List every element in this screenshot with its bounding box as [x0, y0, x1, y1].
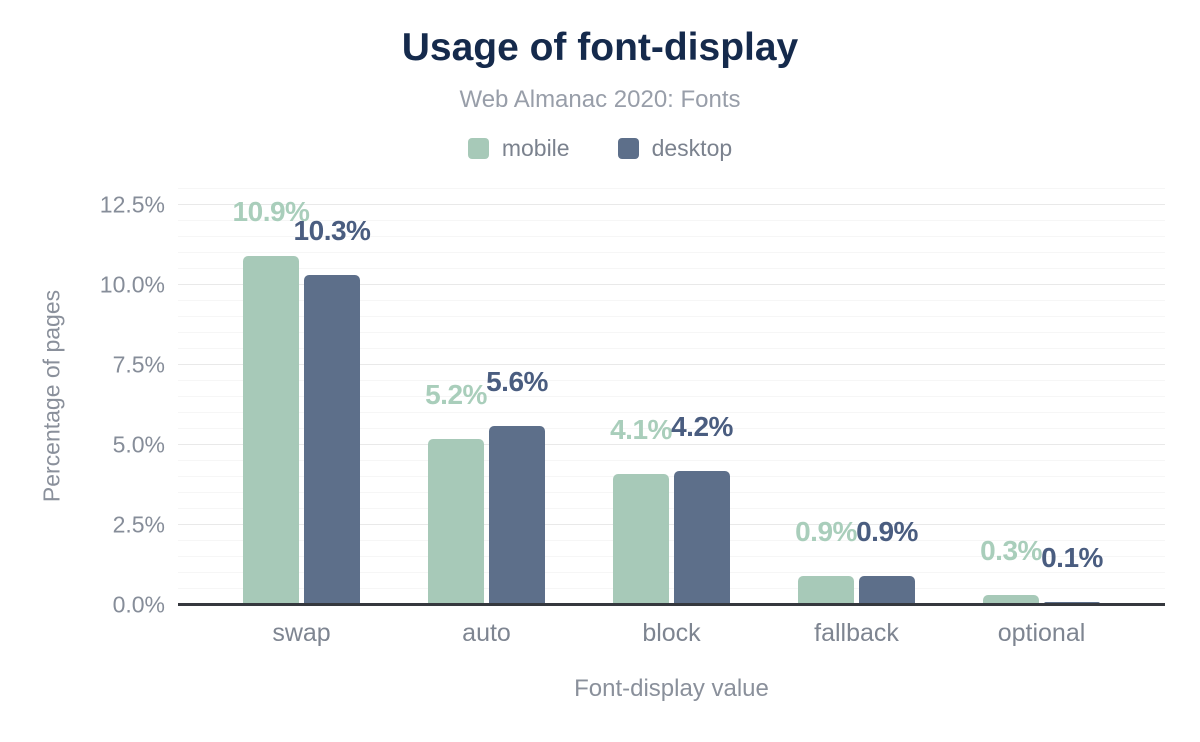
gridline-minor: [178, 300, 1165, 301]
bar-mobile-optional[interactable]: [983, 595, 1039, 605]
data-label-mobile-swap: 10.9%: [232, 196, 310, 228]
legend-swatch-mobile: [467, 138, 489, 159]
y-tick-label: 5.0%: [112, 431, 165, 458]
gridline-major: [178, 284, 1165, 285]
gridline-minor: [178, 268, 1165, 269]
plot-area: 0.0% 2.5% 5.0% 7.5% 10.0% 12.5% 10.9% 10.3% swap…: [100, 185, 1165, 647]
legend-swatch-desktop: [617, 138, 639, 159]
legend-item-mobile[interactable]: mobile: [467, 135, 570, 162]
gridline-minor: [178, 540, 1165, 541]
legend-label: desktop: [651, 135, 733, 161]
gridline-minor: [178, 220, 1165, 221]
bar-mobile-block[interactable]: [613, 473, 669, 605]
gridline-minor: [178, 316, 1165, 317]
gridline-minor: [178, 476, 1165, 477]
gridline-major: [178, 524, 1165, 525]
y-tick-label: 12.5%: [99, 191, 165, 218]
data-label-mobile-fallback: 0.9%: [795, 516, 857, 548]
gridline-minor: [178, 412, 1165, 413]
gridline-minor: [178, 380, 1165, 381]
gridline-major: [178, 444, 1165, 445]
data-label-desktop-swap: 10.3%: [293, 215, 371, 247]
gridline-minor: [178, 252, 1165, 253]
bar-desktop-swap[interactable]: [304, 275, 360, 605]
category-label-auto: auto: [462, 619, 511, 647]
bar-mobile-swap[interactable]: [243, 256, 299, 605]
data-label-desktop-auto: 5.6%: [486, 365, 548, 397]
gridline-minor: [178, 348, 1165, 349]
y-tick-label: 10.0%: [99, 271, 165, 298]
bar-mobile-fallback[interactable]: [798, 576, 854, 605]
chart-title: Usage of font-display: [401, 26, 799, 69]
gridline-minor: [178, 332, 1165, 333]
x-axis-line: [178, 603, 1165, 606]
gridline-major: [178, 364, 1165, 365]
data-label-desktop-optional: 0.1%: [1041, 541, 1103, 573]
bar-desktop-auto[interactable]: [489, 425, 545, 605]
gridline-minor: [178, 396, 1165, 397]
y-tick-label: 0.0%: [112, 591, 165, 618]
gridline-major: [178, 204, 1165, 205]
legend: mobile desktop: [0, 135, 1200, 162]
legend-item-desktop[interactable]: desktop: [617, 135, 733, 162]
bar-desktop-block[interactable]: [674, 470, 730, 605]
y-tick-label: 7.5%: [112, 351, 165, 378]
category-label-block: block: [642, 619, 701, 647]
bar-mobile-auto[interactable]: [428, 438, 484, 605]
legend-label: mobile: [501, 135, 570, 161]
gridline-minor: [178, 588, 1165, 589]
gridline-minor: [178, 556, 1165, 557]
y-tick-label: 2.5%: [112, 511, 165, 538]
gridline-minor: [178, 428, 1165, 429]
data-label-desktop-block: 4.2%: [671, 410, 733, 442]
category-label-swap: swap: [272, 619, 331, 647]
bar-desktop-fallback[interactable]: [859, 576, 915, 605]
category-label-optional: optional: [997, 619, 1086, 647]
chart-subtitle: Web Almanac 2020: Fonts: [459, 86, 741, 113]
gridline-minor: [178, 572, 1165, 573]
gridline-minor: [178, 188, 1165, 189]
data-label-mobile-block: 4.1%: [610, 413, 672, 445]
gridline-minor: [178, 460, 1165, 461]
data-label-mobile-auto: 5.2%: [425, 378, 487, 410]
y-axis-title: Percentage of pages: [38, 289, 65, 503]
x-axis-title: Font-display value: [574, 675, 769, 702]
data-label-mobile-optional: 0.3%: [980, 535, 1042, 567]
gridline-minor: [178, 236, 1165, 237]
data-label-desktop-fallback: 0.9%: [856, 516, 918, 548]
gridline-minor: [178, 492, 1165, 493]
gridline-minor: [178, 508, 1165, 509]
category-label-fallback: fallback: [814, 619, 899, 647]
